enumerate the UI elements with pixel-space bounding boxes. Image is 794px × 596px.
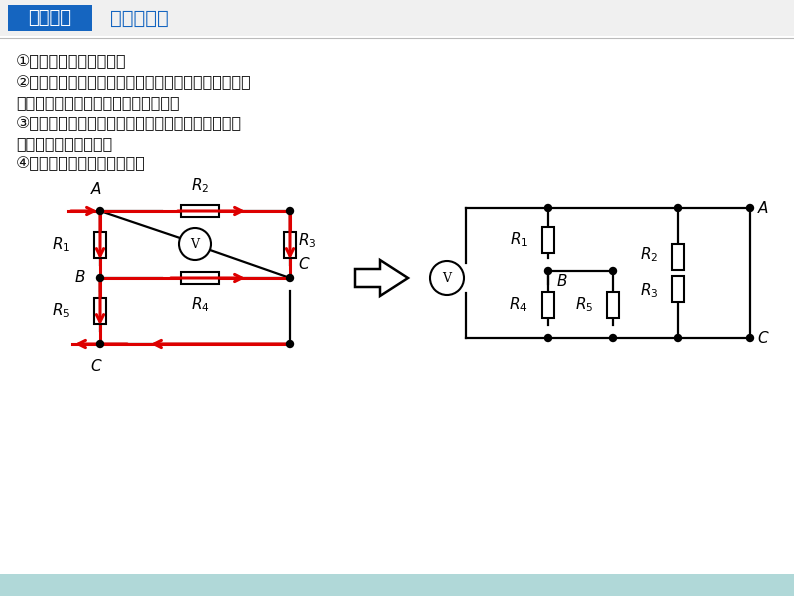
Text: ②判定各支路元件的电流方向。（若电路无电压电流，: ②判定各支路元件的电流方向。（若电路无电压电流， — [16, 76, 252, 91]
Text: $R_4$: $R_4$ — [191, 295, 210, 313]
Text: 可假设在总电路两端加上电压后判定）: 可假设在总电路两端加上电压后判定） — [16, 95, 179, 110]
Bar — [607, 291, 619, 318]
Bar — [542, 226, 554, 253]
Bar — [542, 291, 554, 318]
Bar — [181, 205, 219, 217]
Text: $R_2$: $R_2$ — [640, 246, 658, 265]
FancyBboxPatch shape — [8, 5, 92, 31]
Bar — [94, 231, 106, 257]
Circle shape — [674, 334, 681, 342]
Circle shape — [746, 334, 754, 342]
Bar — [672, 244, 684, 270]
Text: $R_1$: $R_1$ — [510, 230, 528, 249]
Text: 简化方法: 简化方法 — [29, 9, 71, 27]
Circle shape — [97, 275, 103, 281]
Circle shape — [97, 207, 103, 215]
Circle shape — [97, 340, 103, 347]
Text: $A$: $A$ — [757, 200, 769, 216]
Polygon shape — [355, 260, 408, 296]
Circle shape — [610, 268, 616, 275]
Text: ④将画出的等效图加工整理。: ④将画出的等效图加工整理。 — [16, 157, 146, 172]
Circle shape — [179, 228, 211, 260]
Circle shape — [287, 340, 294, 347]
Text: $A$: $A$ — [90, 181, 102, 197]
Circle shape — [545, 334, 552, 342]
Text: 电流分支法: 电流分支法 — [110, 8, 169, 27]
Bar — [181, 272, 219, 284]
Text: $R_1$: $R_1$ — [52, 235, 70, 254]
Text: $R_5$: $R_5$ — [575, 295, 593, 314]
Circle shape — [545, 268, 552, 275]
Text: ①将各节点用字母标上。: ①将各节点用字母标上。 — [16, 54, 126, 70]
Text: $C$: $C$ — [90, 358, 102, 374]
Circle shape — [545, 204, 552, 212]
Circle shape — [287, 207, 294, 215]
Text: $C$: $C$ — [298, 256, 310, 272]
Circle shape — [430, 261, 464, 295]
Circle shape — [674, 204, 681, 212]
Bar — [672, 276, 684, 302]
Bar — [0, 574, 794, 596]
Text: 节点、分支逐一画出。: 节点、分支逐一画出。 — [16, 136, 112, 151]
Text: $B$: $B$ — [75, 269, 86, 285]
Text: V: V — [191, 237, 199, 250]
Text: $R_3$: $R_3$ — [639, 282, 658, 300]
Circle shape — [287, 275, 294, 281]
Text: ③按电流流向，自左向右（或自上向下）将各元件、: ③按电流流向，自左向右（或自上向下）将各元件、 — [16, 116, 242, 132]
Bar — [0, 0, 794, 36]
Text: $B$: $B$ — [556, 273, 568, 289]
Text: $R_5$: $R_5$ — [52, 302, 70, 321]
Text: $R_2$: $R_2$ — [191, 176, 209, 195]
Bar — [284, 231, 296, 257]
Text: $R_4$: $R_4$ — [509, 295, 528, 314]
Circle shape — [746, 204, 754, 212]
Text: $C$: $C$ — [757, 330, 769, 346]
Text: V: V — [442, 272, 452, 284]
Bar — [94, 298, 106, 324]
Circle shape — [610, 334, 616, 342]
Text: $R_3$: $R_3$ — [298, 231, 317, 250]
